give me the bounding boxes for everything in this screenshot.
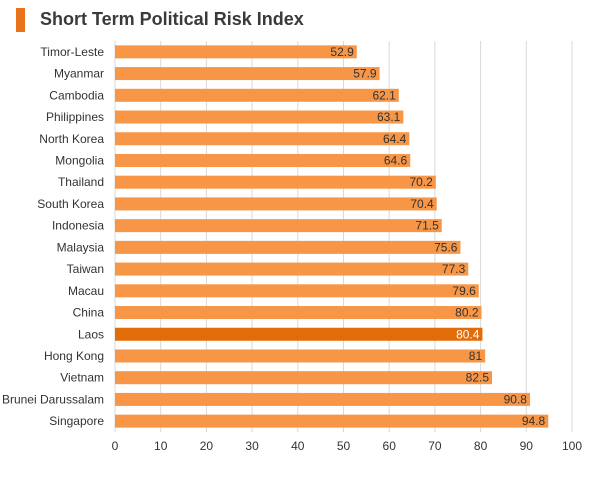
- category-label: Indonesia: [52, 219, 104, 233]
- data-label: 81: [469, 349, 483, 363]
- bar: [115, 132, 410, 146]
- x-tick-label: 20: [200, 439, 214, 453]
- x-tick-label: 70: [428, 439, 442, 453]
- category-label: Vietnam: [60, 371, 104, 385]
- data-label: 82.5: [466, 371, 490, 385]
- category-label: Thailand: [58, 175, 104, 189]
- category-label: Brunei Darussalam: [2, 392, 104, 406]
- x-tick-label: 90: [520, 439, 534, 453]
- category-label: South Korea: [37, 197, 104, 211]
- data-label: 52.9: [330, 45, 354, 59]
- bar: [115, 153, 411, 167]
- bar: [115, 45, 357, 59]
- category-label: Macau: [68, 284, 104, 298]
- data-label: 90.8: [504, 392, 528, 406]
- x-tick-label: 30: [245, 439, 259, 453]
- title-accent-bar: [16, 8, 25, 32]
- data-label: 75.6: [434, 240, 458, 254]
- category-label: Laos: [78, 327, 104, 341]
- data-label: 80.4: [456, 327, 480, 341]
- bar: [115, 110, 404, 124]
- x-tick-label: 40: [291, 439, 305, 453]
- category-label: Timor-Leste: [40, 45, 104, 59]
- bar: [115, 392, 530, 406]
- chart-title: Short Term Political Risk Index: [40, 9, 304, 29]
- data-label: 70.2: [409, 175, 433, 189]
- category-label: Philippines: [46, 110, 104, 124]
- data-label: 79.6: [452, 284, 476, 298]
- x-tick-label: 0: [112, 439, 119, 453]
- category-label: Singapore: [49, 414, 104, 428]
- bar: [115, 414, 549, 428]
- bar: [115, 175, 436, 189]
- x-tick-label: 100: [562, 439, 582, 453]
- bar: [115, 262, 469, 276]
- bar: [115, 327, 483, 341]
- data-label: 71.5: [415, 219, 439, 233]
- data-label: 64.4: [383, 132, 407, 146]
- category-label: Mongolia: [55, 153, 104, 167]
- data-label: 64.6: [384, 153, 408, 167]
- data-label: 77.3: [442, 262, 466, 276]
- bar: [115, 197, 437, 211]
- category-label: Cambodia: [49, 88, 104, 102]
- bar: [115, 306, 482, 320]
- bar: [115, 284, 479, 298]
- x-tick-label: 60: [383, 439, 397, 453]
- bar: [115, 240, 461, 254]
- bar: [115, 219, 442, 233]
- bar: [115, 67, 380, 81]
- x-tick-label: 80: [474, 439, 488, 453]
- bar: [115, 371, 493, 385]
- x-tick-label: 50: [337, 439, 351, 453]
- category-label: Taiwan: [67, 262, 104, 276]
- category-label: Malaysia: [57, 240, 105, 254]
- data-label: 62.1: [372, 88, 396, 102]
- category-label: Hong Kong: [44, 349, 104, 363]
- data-label: 63.1: [377, 110, 401, 124]
- data-label: 70.4: [410, 197, 434, 211]
- category-label: China: [73, 306, 105, 320]
- data-label: 80.2: [455, 306, 479, 320]
- category-label: Myanmar: [54, 67, 104, 81]
- bar: [115, 88, 399, 102]
- bar: [115, 349, 486, 363]
- x-tick-label: 10: [154, 439, 168, 453]
- data-label: 94.8: [522, 414, 546, 428]
- category-label: North Korea: [39, 132, 104, 146]
- data-label: 57.9: [353, 67, 377, 81]
